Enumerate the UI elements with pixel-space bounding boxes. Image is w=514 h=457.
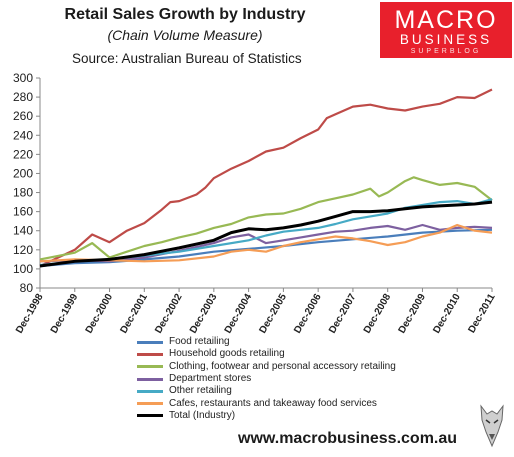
x-tick-label: Dec-2001 bbox=[118, 292, 150, 336]
wolf-logo-icon bbox=[480, 404, 504, 448]
x-tick-label: Dec-2006 bbox=[292, 292, 324, 336]
legend-label: Cafes, restaurants and takeaway food ser… bbox=[169, 397, 377, 409]
y-tick-label: 220 bbox=[13, 147, 33, 161]
y-tick-label: 100 bbox=[13, 262, 33, 276]
legend-label: Total (Industry) bbox=[169, 409, 236, 421]
legend-item: Food retailing bbox=[137, 336, 396, 348]
legend-item: Cafes, restaurants and takeaway food ser… bbox=[137, 397, 396, 409]
legend-item: Total (Industry) bbox=[137, 410, 396, 422]
y-tick-label: 200 bbox=[13, 166, 33, 180]
legend-label: Department stores bbox=[169, 373, 252, 385]
x-tick-label: Dec-2002 bbox=[153, 292, 185, 336]
legend-swatch bbox=[137, 340, 163, 344]
legend-item: Other retailing bbox=[137, 385, 396, 397]
x-tick-label: Dec-2004 bbox=[223, 292, 255, 336]
macrobusiness-logo[interactable]: MACRO BUSINESS SUPERBLOG bbox=[380, 2, 512, 58]
logo-line-1: MACRO bbox=[394, 6, 498, 34]
series-line-household-goods-retailing bbox=[39, 88, 493, 267]
x-tick-label: Dec-2003 bbox=[188, 292, 220, 336]
series-line-clothing-footwear-and-personal-accessory-retailing bbox=[39, 176, 493, 261]
legend-swatch bbox=[137, 377, 163, 381]
legend-label: Other retailing bbox=[169, 385, 232, 397]
y-tick-label: 160 bbox=[13, 205, 33, 219]
x-tick-label: Dec-2005 bbox=[257, 292, 289, 336]
legend-swatch bbox=[137, 352, 163, 356]
legend-item: Department stores bbox=[137, 373, 396, 385]
legend-swatch bbox=[137, 365, 163, 369]
y-tick-label: 300 bbox=[13, 71, 33, 85]
legend-label: Household goods retailing bbox=[169, 348, 285, 360]
logo-line-3: SUPERBLOG bbox=[410, 48, 482, 55]
x-tick-label: Dec-2011 bbox=[466, 292, 497, 335]
chart-title: Retail Sales Growth by Industry bbox=[64, 6, 306, 23]
y-tick-label: 280 bbox=[13, 90, 33, 104]
x-tick-label: Dec-2008 bbox=[362, 292, 394, 336]
legend-swatch bbox=[137, 402, 163, 406]
x-tick-label: Dec-1999 bbox=[49, 292, 81, 336]
y-tick-label: 80 bbox=[20, 281, 34, 295]
legend-item: Household goods retailing bbox=[137, 348, 396, 360]
logo-line-2: BUSINESS bbox=[399, 32, 493, 47]
legend-item: Clothing, footwear and personal accessor… bbox=[137, 361, 396, 373]
y-tick-label: 120 bbox=[13, 243, 33, 257]
x-tick-label: Dec-2007 bbox=[327, 292, 359, 336]
y-tick-label: 240 bbox=[13, 128, 33, 142]
legend-label: Clothing, footwear and personal accessor… bbox=[169, 360, 396, 372]
website-url[interactable]: www.macrobusiness.com.au bbox=[238, 430, 458, 447]
x-tick-label: Dec-2010 bbox=[431, 292, 463, 336]
y-tick-label: 180 bbox=[13, 186, 33, 200]
chart-subtitle: (Chain Volume Measure) bbox=[107, 27, 263, 43]
legend-swatch bbox=[137, 389, 163, 393]
series-line-other-retailing bbox=[39, 198, 493, 267]
series-line-cafes-restaurants-and-takeaway-food-services bbox=[39, 223, 493, 263]
x-tick-label: Dec-2000 bbox=[84, 292, 116, 336]
x-tick-label: Dec-1998 bbox=[14, 292, 46, 336]
series-line-total-industry bbox=[39, 200, 493, 268]
y-tick-label: 140 bbox=[13, 224, 33, 238]
x-tick-label: Dec-2009 bbox=[397, 292, 429, 336]
source-note: Source: Australian Bureau of Statistics bbox=[72, 51, 302, 66]
chart-legend: Food retailing Household goods retailing C… bbox=[137, 336, 396, 422]
legend-label: Food retailing bbox=[169, 336, 230, 348]
legend-swatch bbox=[137, 414, 163, 418]
y-tick-label: 260 bbox=[13, 109, 33, 123]
